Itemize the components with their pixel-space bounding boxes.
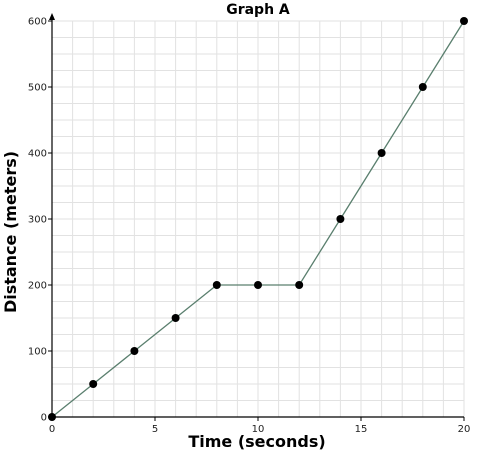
data-point bbox=[48, 413, 56, 421]
x-tick-label: 15 bbox=[355, 424, 368, 435]
y-axis-arrow bbox=[49, 13, 55, 20]
x-tick-label: 5 bbox=[152, 424, 158, 435]
x-tick-label: 10 bbox=[252, 424, 265, 435]
data-point bbox=[254, 281, 262, 289]
y-tick-label: 600 bbox=[28, 17, 47, 28]
data-point bbox=[130, 347, 139, 355]
y-tick-label: 500 bbox=[28, 83, 47, 94]
grid bbox=[51, 20, 465, 418]
data-point bbox=[377, 149, 386, 157]
chart-title: Graph A bbox=[226, 2, 290, 18]
series bbox=[48, 17, 468, 421]
x-axis-title: Time (seconds) bbox=[188, 432, 325, 451]
y-tick-label: 0 bbox=[41, 413, 47, 424]
data-point bbox=[89, 380, 98, 388]
data-point bbox=[460, 17, 468, 25]
data-point bbox=[295, 281, 304, 289]
data-point bbox=[212, 281, 221, 289]
y-tick-label: 100 bbox=[28, 347, 47, 358]
x-tick-label: 20 bbox=[458, 424, 471, 435]
y-tick-label: 400 bbox=[28, 149, 47, 160]
y-tick-label: 300 bbox=[28, 215, 47, 226]
y-tick-label: 200 bbox=[28, 281, 47, 292]
data-point bbox=[418, 83, 427, 91]
x-tick-label: 0 bbox=[49, 424, 55, 435]
data-point bbox=[336, 215, 345, 223]
y-axis-title: Distance (meters) bbox=[1, 151, 20, 313]
data-point bbox=[171, 314, 180, 322]
